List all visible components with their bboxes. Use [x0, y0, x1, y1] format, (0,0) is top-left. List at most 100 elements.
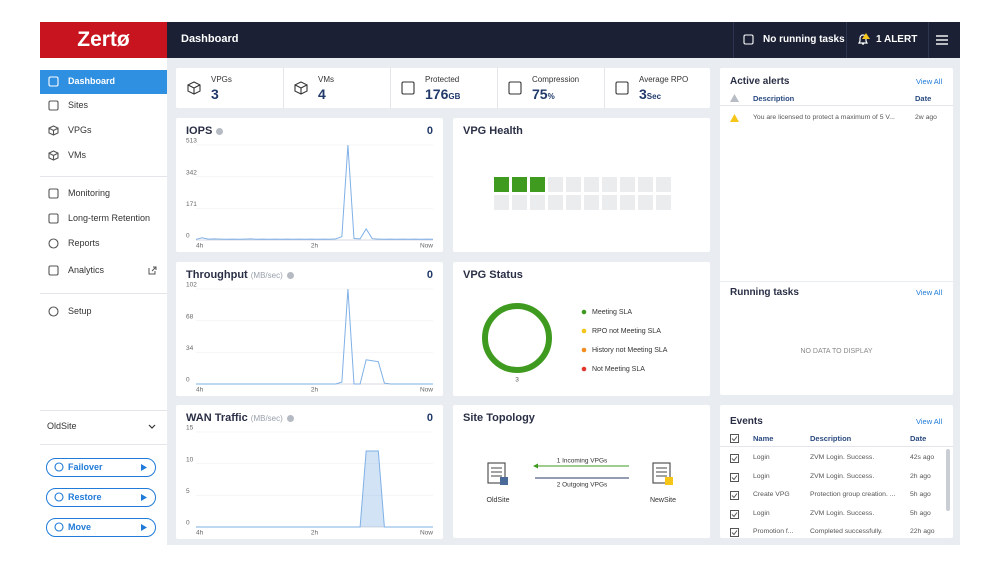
icon — [148, 424, 156, 429]
view-all[interactable]: View All — [916, 288, 943, 297]
event-cell: 22h ago — [910, 528, 935, 536]
icon — [401, 81, 415, 95]
chart-title: WAN Traffic (MB/sec) — [186, 412, 294, 424]
app: Zertø Dashboard No running tasks 1 ALERT Das… — [40, 22, 960, 545]
divider — [720, 281, 953, 282]
warning-icon — [730, 114, 739, 122]
divider — [733, 22, 734, 58]
stat-value: 75% — [532, 86, 555, 102]
title-text: IOPS — [186, 125, 213, 137]
nav-item[interactable]: Sites — [68, 100, 89, 110]
events-card: Events View All Name Description Date Login ZV… — [720, 405, 953, 538]
column-header: Name — [753, 434, 774, 443]
stat-number: 4 — [318, 86, 326, 102]
unit-text: (MB/sec) — [250, 271, 283, 280]
tasks-status[interactable]: No running tasks — [763, 34, 845, 45]
legend-label: History not Meeting SLA — [592, 347, 668, 354]
health-cell — [530, 177, 545, 192]
x-tick-label: 4h — [196, 243, 204, 250]
stat-label: Average RPO — [639, 75, 689, 84]
stat-label: Protected — [425, 75, 460, 84]
icon — [54, 492, 64, 502]
x-tick-label: 4h — [196, 387, 204, 394]
nav-item[interactable]: Dashboard — [68, 76, 116, 86]
health-cell — [602, 177, 617, 192]
legend-dot — [581, 328, 587, 334]
site-selector[interactable]: OldSite — [47, 421, 77, 431]
icon-shape — [743, 34, 754, 45]
outgoing-label: 2 Outgoing VPGs — [557, 482, 608, 489]
view-all[interactable]: View All — [916, 77, 943, 86]
action-button[interactable] — [46, 488, 156, 507]
health-cell — [548, 195, 563, 210]
divider — [40, 293, 167, 294]
view-all[interactable]: View All — [916, 417, 943, 426]
stat-value: 176GB — [425, 86, 460, 102]
nav-item[interactable]: Reports — [68, 238, 100, 248]
icon-shape — [48, 76, 59, 87]
alert-count[interactable]: 1 ALERT — [876, 34, 918, 45]
icon-shape — [187, 81, 201, 95]
incoming-label: 1 Incoming VPGs — [557, 458, 608, 465]
incoming-arrow — [533, 463, 538, 469]
y-tick-label: 342 — [186, 169, 197, 176]
logo-block — [40, 22, 167, 58]
y-tick-label: 513 — [186, 138, 197, 145]
check-mark — [731, 493, 738, 499]
icon-shape — [54, 462, 64, 472]
check-mark — [731, 530, 738, 536]
chevron — [148, 424, 156, 429]
action-label[interactable]: Move — [68, 522, 92, 532]
external-icon — [148, 266, 157, 275]
stat-number: 3 — [211, 86, 219, 102]
nav-item[interactable]: Setup — [68, 306, 92, 316]
health-cell — [530, 195, 545, 210]
vpg-status-card: VPG Status Meeting SLA RPO not Meeting SLA… — [453, 262, 710, 396]
action-label[interactable]: Restore — [68, 492, 102, 502]
y-tick-label: 5 — [186, 488, 190, 495]
alert-description: You are licensed to protect a maximum of… — [753, 114, 895, 121]
column-header: Description — [753, 94, 795, 103]
nav-item[interactable]: Analytics — [68, 265, 105, 275]
line — [195, 144, 434, 240]
health-cell — [494, 177, 509, 192]
check-mark — [731, 456, 738, 462]
action-button[interactable] — [46, 518, 156, 537]
nav-item[interactable]: VMs — [68, 150, 86, 160]
health-cell — [548, 177, 563, 192]
line — [196, 450, 433, 528]
nav-item[interactable]: Long-term Retention — [68, 213, 151, 223]
donut-total: 3 — [515, 377, 519, 384]
event-cell: 5h ago — [910, 509, 931, 517]
top-bar — [167, 22, 960, 58]
event-cell: 2h ago — [910, 472, 931, 480]
checkbox-icon — [730, 509, 739, 519]
icon-shape — [48, 150, 59, 161]
menu-button[interactable] — [936, 34, 948, 46]
icon — [48, 76, 59, 87]
icon — [54, 522, 64, 532]
event-cell: Login — [753, 472, 770, 480]
event-cell: Create VPG — [753, 491, 790, 499]
alert-badge — [862, 33, 870, 39]
action-button[interactable] — [46, 458, 156, 477]
topology-card: Site Topology OldSite NewSite 1 Incoming VP… — [453, 405, 710, 538]
y-tick-label: 15 — [186, 425, 194, 432]
icon-shape — [48, 125, 59, 136]
nav-item[interactable]: VPGs — [68, 125, 92, 135]
action-label[interactable]: Failover — [68, 462, 103, 472]
icon — [48, 100, 59, 111]
legend-label: Meeting SLA — [592, 309, 632, 316]
icon — [294, 81, 308, 95]
icon — [730, 94, 739, 102]
help-icon — [216, 127, 224, 135]
y-tick-label: 0 — [186, 520, 190, 527]
health-cell — [494, 195, 509, 210]
icon — [48, 306, 59, 317]
divider — [497, 68, 498, 108]
event-cell: ZVM Login. Success. — [810, 454, 875, 461]
x-tick-label: 2h — [311, 530, 319, 537]
icon-shape — [48, 188, 59, 199]
event-cell: ZVM Login. Success. — [810, 509, 875, 517]
nav-item[interactable]: Monitoring — [68, 188, 111, 198]
